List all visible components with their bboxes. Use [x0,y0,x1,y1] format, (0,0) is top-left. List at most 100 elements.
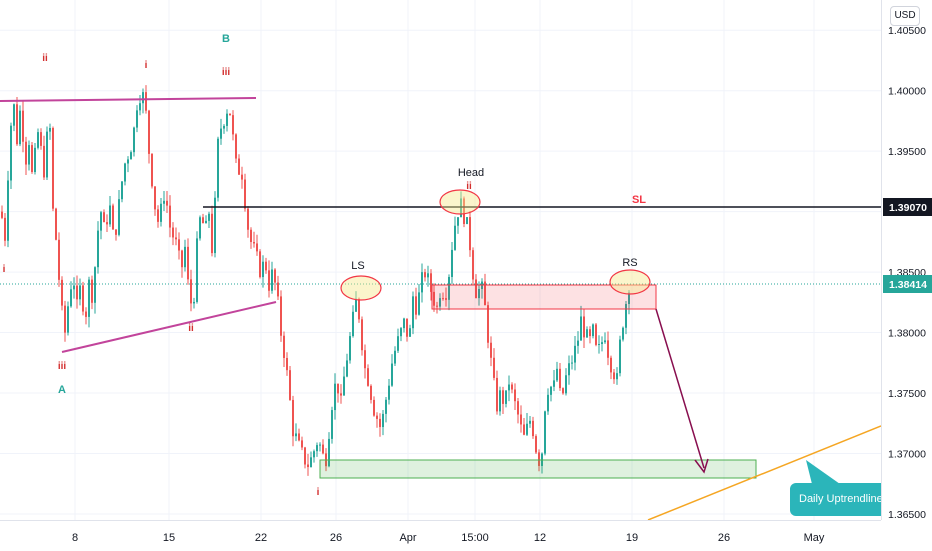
support-zone[interactable] [319,459,757,479]
candle-body [178,239,180,251]
wave-mark: iii [58,361,67,372]
candle-body [100,212,102,231]
time-tick-group: 8 15 22 26 Apr 15:00 12 19 26 May [72,532,825,544]
candle-body [37,132,39,148]
candle-body [199,217,201,239]
candle-body [535,436,537,453]
current-price-tag: 1.38414 [889,279,927,291]
candle-body [511,384,513,390]
price-tick-label: 1.37000 [888,448,926,460]
candle-body [256,243,258,252]
candle-body [70,289,72,307]
candle-body [499,390,501,412]
candle-body [202,217,204,224]
candle-body [103,212,105,223]
candle-body [85,311,87,317]
candle-body [226,113,228,126]
price-axis[interactable]: 1.405001.400001.395001.390001.385001.380… [881,0,932,520]
candle-body [406,318,408,337]
chart-area[interactable]: Head LS RS SL A B ii i iii i iii ii ii i… [0,0,881,520]
candle-body [352,311,354,337]
rs-label: RS [622,257,637,269]
current-price-tag-bg [883,275,932,293]
candle-body [421,272,423,293]
candle-body [412,296,414,329]
candle-body [493,357,495,378]
candle-body [190,279,192,304]
candle-body [91,279,93,303]
candle-body [31,145,33,173]
candle-body [25,141,27,165]
candle-body [337,383,339,394]
candle-body [121,181,123,200]
candle-body [271,269,273,291]
wave-b-label: B [222,33,230,45]
candle-body [616,373,618,380]
candle-body [340,393,342,396]
time-tick-label: May [804,532,825,544]
candle-body [484,281,486,306]
candle-body [46,131,48,178]
candle-body [61,279,63,306]
resistance-zone[interactable] [431,284,657,310]
candle-body [124,163,126,182]
time-tick-label: 8 [72,532,78,544]
rs-ellipse[interactable] [609,269,651,295]
candle-body [418,292,420,315]
price-tick-group: 1.405001.400001.395001.390001.385001.380… [888,25,926,520]
candle-body [424,272,426,278]
candle-body [388,385,390,400]
candle-body [58,239,60,280]
candle-body [583,316,585,338]
price-chart[interactable]: Head LS RS SL A B ii i iii i iii ii ii i [0,0,881,520]
candle-body [628,292,630,304]
candle-body [379,418,381,428]
candle-body [127,159,129,164]
currency-selector[interactable]: USD [890,6,920,26]
price-tick-label: 1.40000 [888,86,926,98]
candle-body [76,285,78,300]
head-ellipse[interactable] [439,189,481,215]
candle-body [118,199,120,235]
candle-body [250,229,252,243]
candle-body [556,368,558,381]
ls-ellipse[interactable] [340,275,382,301]
candle-body [523,424,525,435]
price-tick-label: 1.37500 [888,388,926,400]
candle-body [361,319,363,351]
projection-arrow-line[interactable] [655,308,705,469]
candle-body [451,249,453,277]
candle-body [376,415,378,419]
currency-label: USD [894,10,916,21]
candle-body [334,383,336,411]
candle-body [514,389,516,402]
candle-body [241,174,243,180]
candle-body [148,110,150,154]
candle-body [358,298,360,320]
time-tick-label: 22 [255,532,267,544]
candle-body [430,273,432,292]
wedge-upper-line[interactable] [0,97,257,102]
price-tick-label: 1.40500 [888,25,926,37]
wedge-lower-line[interactable] [61,301,277,353]
candle-body [367,368,369,386]
candle-body [478,288,480,299]
candle-body [505,390,507,404]
candle-body [442,298,444,300]
wave-mark: iii [222,67,231,78]
daily-uptrendline-callout[interactable]: Daily Uptrendline [790,483,881,516]
callout-pointer [806,460,840,484]
candle-body [106,222,108,225]
daily-uptrendline[interactable] [647,425,881,520]
candle-body [370,385,372,400]
candle-body [157,209,159,222]
time-axis[interactable]: 8 15 22 26 Apr 15:00 12 19 26 May [0,520,881,551]
candle-body [40,132,42,146]
candle-body [196,238,198,302]
candle-body [460,198,462,218]
price-tick-label: 1.36500 [888,509,926,520]
candle-body [415,296,417,315]
candle-body [445,298,447,300]
candle-body [565,375,567,394]
candle-body [235,134,237,159]
